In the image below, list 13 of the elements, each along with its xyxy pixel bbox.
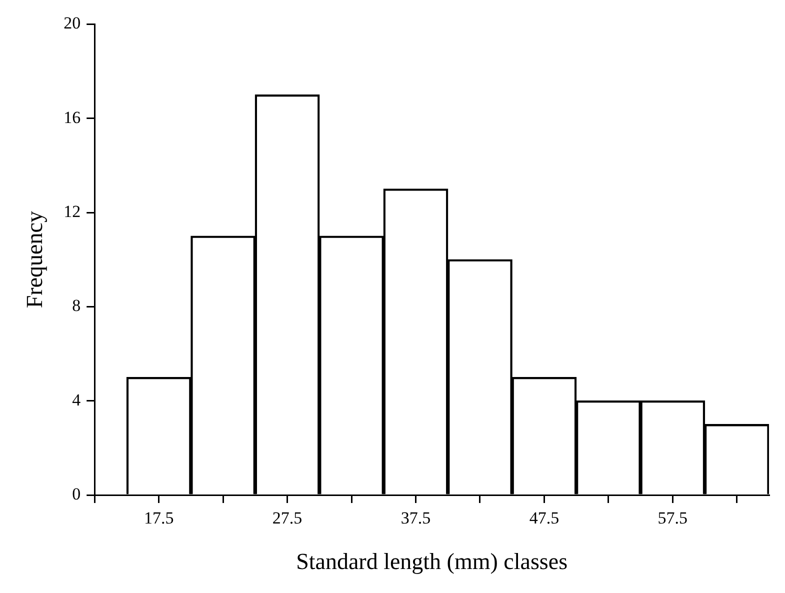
- y-tick-label: 20: [64, 14, 81, 33]
- y-tick-label: 16: [64, 108, 81, 127]
- x-axis-title: Standard length (mm) classes: [296, 549, 568, 574]
- x-tick-label: 27.5: [272, 508, 302, 528]
- x-tick-label: 57.5: [658, 508, 688, 528]
- y-tick-label: 0: [72, 484, 81, 504]
- y-axis-title: Frequency: [22, 210, 47, 308]
- x-tick-label: 17.5: [144, 508, 174, 528]
- x-tick-label: 47.5: [529, 508, 560, 528]
- y-tick-label: 12: [64, 202, 81, 221]
- x-tick-label: 37.5: [400, 508, 431, 528]
- y-tick-label: 4: [72, 390, 82, 410]
- y-tick-label: 8: [72, 296, 81, 316]
